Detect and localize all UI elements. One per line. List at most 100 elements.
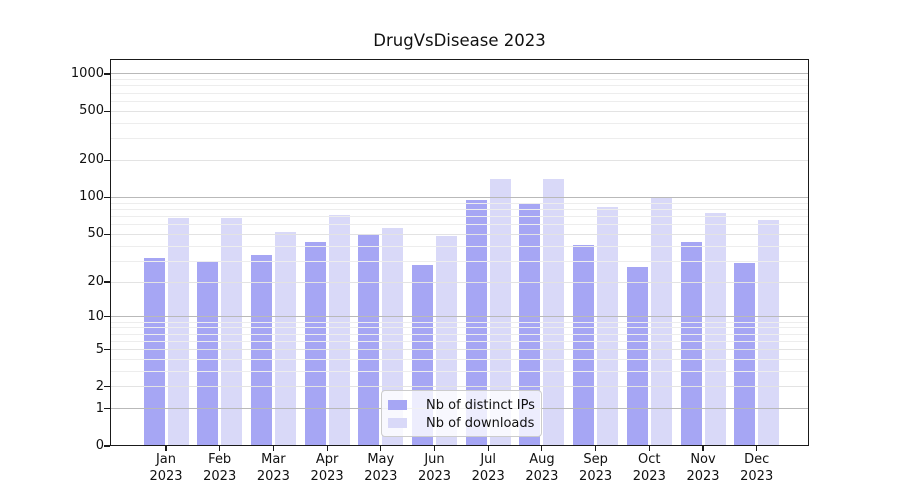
- xtick-month: Oct: [638, 452, 661, 467]
- bar-downloads-sep: [597, 206, 619, 446]
- xtick-month: Nov: [690, 452, 716, 467]
- xtick-month: Jun: [424, 452, 445, 467]
- xtick-label-jun: Jun 2023: [405, 452, 465, 485]
- xtick-mark-may: [380, 446, 382, 451]
- ytick-mark-1000: [104, 73, 110, 75]
- ytick-mark-50: [104, 233, 110, 235]
- ytick-mark-20: [104, 281, 110, 283]
- xtick-label-apr: Apr 2023: [297, 452, 357, 485]
- bar-downloads-oct: [650, 197, 672, 446]
- xtick-mark-jun: [433, 446, 436, 451]
- ytick-mark-500: [104, 110, 110, 112]
- bar-ips-oct: [626, 266, 648, 446]
- bar-ips-jul: [465, 200, 487, 446]
- xtick-year: 2023: [149, 468, 183, 484]
- bar-downloads-apr: [328, 214, 350, 446]
- ytick-label-1: 1: [95, 400, 104, 416]
- xtick-month: Aug: [529, 452, 555, 467]
- ytick-mark-100: [104, 196, 110, 199]
- xtick-mark-apr: [326, 446, 328, 451]
- xtick-year: 2023: [686, 468, 720, 484]
- xtick-label-mar: Mar 2023: [243, 452, 303, 485]
- bar-downloads-dec: [758, 219, 780, 446]
- xtick-mark-jul: [487, 446, 489, 451]
- bar-layer: [110, 59, 809, 446]
- legend-swatch-downloads: [388, 418, 407, 428]
- legend: Nb of distinct IPs Nb of downloads: [381, 390, 542, 437]
- legend-label-ips: Nb of distinct IPs: [426, 397, 535, 413]
- ytick-mark-2: [104, 386, 110, 388]
- bar-ips-feb: [197, 261, 219, 446]
- xtick-month: Jul: [480, 452, 497, 467]
- xtick-mark-jan: [165, 446, 167, 451]
- legend-row-downloads: Nb of downloads: [388, 415, 534, 432]
- xtick-label-may: May 2023: [351, 452, 411, 485]
- legend-label-downloads: Nb of downloads: [426, 415, 535, 431]
- xtick-label-aug: Aug 2023: [512, 452, 572, 485]
- bar-ips-nov: [680, 242, 702, 446]
- legend-row-ips: Nb of distinct IPs: [388, 397, 535, 414]
- xtick-year: 2023: [471, 468, 505, 484]
- xtick-year: 2023: [203, 468, 237, 484]
- ytick-label-200: 200: [79, 152, 104, 168]
- xtick-month: Feb: [208, 452, 232, 467]
- bar-ips-mar: [250, 254, 272, 446]
- xtick-year: 2023: [310, 468, 344, 484]
- xtick-month: Sep: [583, 452, 608, 467]
- ytick-label-100: 100: [79, 189, 104, 205]
- xtick-label-oct: Oct 2023: [619, 452, 679, 485]
- xtick-mark-feb: [219, 446, 221, 451]
- xtick-mark-aug: [541, 446, 543, 451]
- ytick-mark-1: [104, 408, 110, 410]
- ytick-mark-0: [104, 445, 110, 447]
- bar-downloads-mar: [274, 232, 296, 446]
- xtick-year: 2023: [364, 468, 398, 484]
- xtick-month: Jan: [155, 452, 177, 467]
- bar-ips-dec: [734, 262, 756, 446]
- bar-ips-apr: [304, 242, 326, 446]
- bar-ips-aug: [519, 203, 541, 446]
- xtick-month: May: [367, 452, 395, 467]
- ytick-label-500: 500: [79, 103, 104, 119]
- bar-ips-jan: [143, 257, 165, 446]
- bar-downloads-jan: [167, 217, 189, 446]
- xtick-mark-sep: [595, 446, 597, 451]
- ytick-label-50: 50: [87, 226, 104, 242]
- xtick-label-nov: Nov 2023: [673, 452, 733, 485]
- xtick-mark-nov: [702, 446, 704, 451]
- xtick-mark-oct: [648, 446, 650, 451]
- ytick-label-1000: 1000: [70, 65, 104, 81]
- xtick-label-jul: Jul 2023: [458, 452, 518, 485]
- ytick-label-20: 20: [87, 274, 104, 290]
- xtick-year: 2023: [417, 468, 452, 484]
- xtick-year: 2023: [740, 468, 774, 484]
- xtick-mark-dec: [756, 446, 758, 451]
- chart-title: DrugVsDisease 2023: [373, 31, 546, 50]
- bar-ips-sep: [573, 244, 595, 446]
- ytick-label-10: 10: [87, 308, 104, 324]
- xtick-mark-mar: [272, 446, 274, 451]
- ytick-label-0: 0: [95, 438, 104, 453]
- bar-ips-may: [358, 234, 380, 446]
- legend-swatch-ips: [388, 400, 407, 410]
- xtick-month: Mar: [261, 452, 286, 467]
- plot-area: [110, 59, 809, 446]
- xtick-year: 2023: [632, 468, 666, 484]
- ytick-mark-200: [104, 159, 110, 161]
- ytick-label-2: 2: [95, 378, 104, 394]
- ytick-mark-5: [104, 348, 110, 351]
- xtick-year: 2023: [256, 468, 290, 484]
- xtick-month: Dec: [744, 452, 770, 467]
- ytick-mark-10: [104, 316, 110, 318]
- xtick-year: 2023: [579, 468, 613, 484]
- xtick-year: 2023: [525, 468, 559, 484]
- bar-downloads-feb: [221, 217, 243, 446]
- xtick-label-dec: Dec 2023: [727, 452, 787, 485]
- xtick-label-feb: Feb 2023: [190, 452, 250, 485]
- xtick-label-sep: Sep 2023: [566, 452, 626, 485]
- xtick-month: Apr: [315, 452, 339, 467]
- bar-downloads-aug: [543, 179, 565, 446]
- xtick-label-jan: Jan 2023: [136, 452, 196, 485]
- bar-downloads-nov: [704, 212, 726, 446]
